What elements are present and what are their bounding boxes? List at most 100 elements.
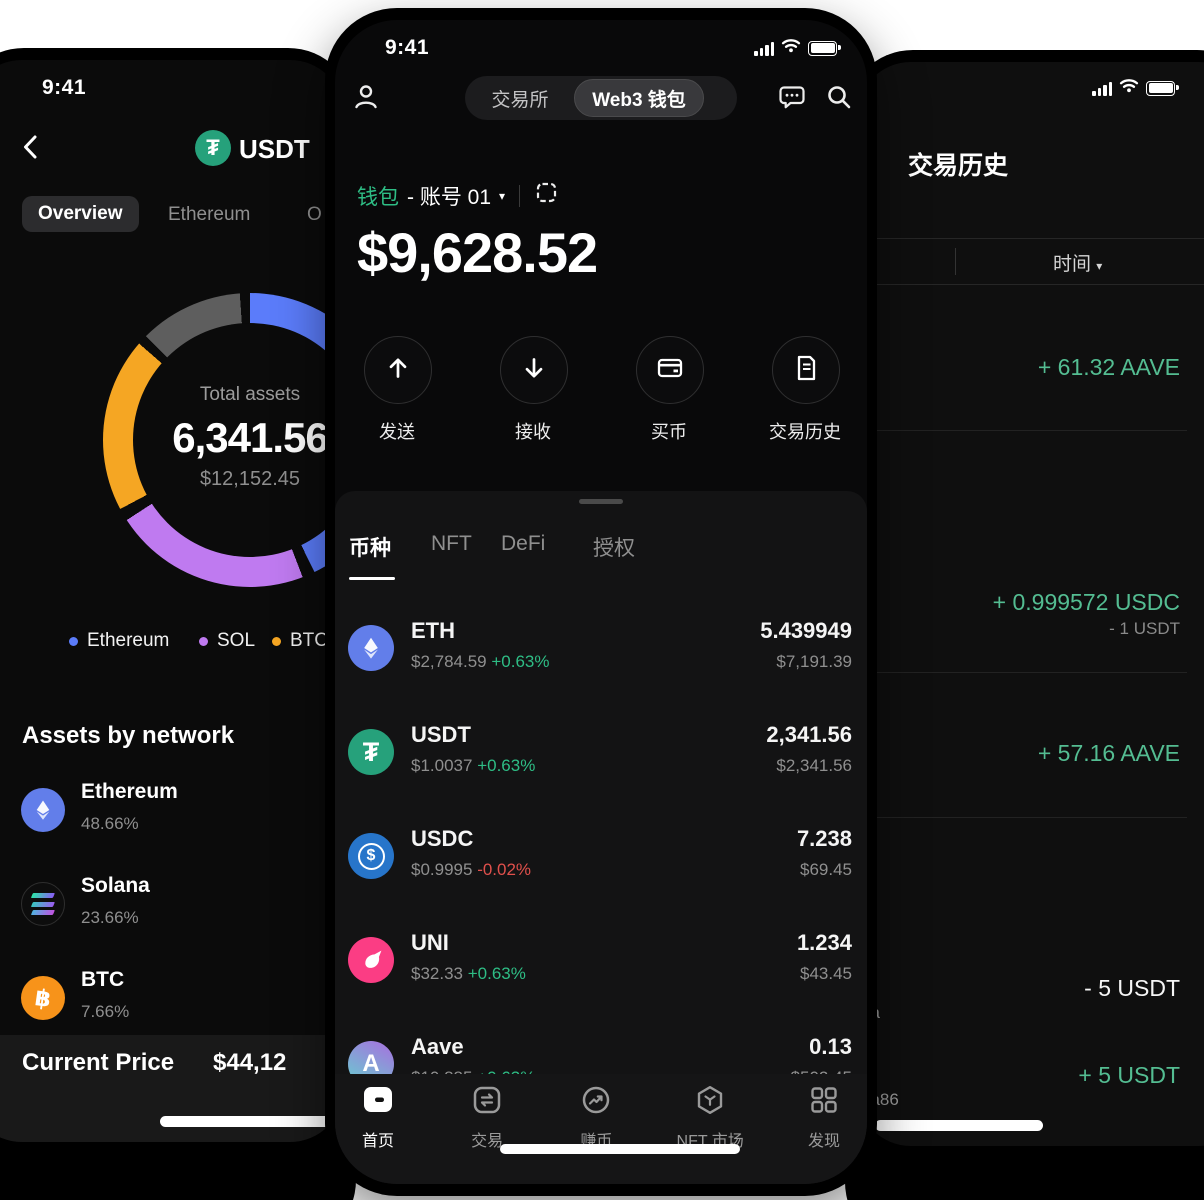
tab-partial[interactable]: O: [307, 204, 322, 225]
token-value: $7,191.39: [776, 652, 852, 671]
tab-nft[interactable]: NFT: [431, 532, 472, 555]
segmented-control: 交易所 Web3 钱包: [465, 76, 737, 120]
status-cluster: [754, 38, 841, 58]
legend-dot-sol: [199, 636, 208, 646]
home-indicator: [500, 1144, 740, 1154]
tx-amount[interactable]: + 61.32 AAVE: [1037, 354, 1180, 380]
token-value: $69.45: [800, 860, 852, 879]
home-indicator: [875, 1120, 1043, 1131]
nav-label: 首页: [361, 1133, 394, 1150]
tx-amount[interactable]: + 5 USDT: [1078, 1062, 1180, 1088]
token-symbol: ETH: [411, 618, 455, 643]
tab-coins[interactable]: 币种: [349, 537, 391, 560]
tab-ethereum[interactable]: Ethereum: [168, 204, 251, 225]
back-button[interactable]: [16, 132, 46, 167]
signal-icon: [1092, 81, 1112, 96]
nav-label: 发现: [807, 1133, 840, 1150]
solana-icon: [21, 882, 65, 926]
token-change: +0.63%: [477, 756, 536, 775]
filter-time-label: 时间: [1053, 254, 1092, 275]
profile-button[interactable]: [351, 82, 381, 117]
legend-ethereum: Ethereum: [69, 630, 169, 652]
page-title: USDT: [239, 134, 310, 164]
network-row-ethereum[interactable]: Ethereum 48.66%: [0, 770, 344, 854]
history-label: 交易历史: [769, 422, 841, 442]
token-price: $1.0037: [411, 756, 473, 775]
section-heading: Assets by network: [22, 722, 235, 749]
drag-handle[interactable]: [579, 499, 623, 504]
token-row-uni[interactable]: UNI $32.33 +0.63% 1.234 $43.45: [335, 908, 867, 1012]
card-icon: [655, 353, 685, 388]
nav-discover[interactable]: 发现: [795, 1084, 853, 1184]
buy-crypto-button[interactable]: [636, 336, 704, 404]
document-icon: [791, 353, 821, 388]
nav-earn[interactable]: 赚币: [567, 1084, 625, 1184]
nav-home[interactable]: 首页: [349, 1084, 407, 1184]
history-button[interactable]: [772, 336, 840, 404]
send-button[interactable]: [364, 336, 432, 404]
network-row-solana[interactable]: Solana 23.66%: [0, 864, 344, 948]
battery-icon: [808, 40, 841, 56]
network-row-btc[interactable]: ฿ BTC 7.66%: [0, 958, 344, 1042]
back-chevron-icon: [16, 135, 46, 166]
scan-icon[interactable]: [534, 180, 559, 211]
segment-exchange[interactable]: 交易所: [491, 89, 549, 111]
chevron-down-icon: ▾: [499, 188, 506, 203]
wallet-account-row[interactable]: 钱包 - 账号 01 ▾: [357, 180, 559, 211]
legend-label-btc: BTC: [290, 630, 328, 651]
tx-amount[interactable]: + 0.999572 USDC: [992, 589, 1180, 615]
nav-label: 交易: [471, 1133, 504, 1150]
tab-approvals[interactable]: 授权: [593, 537, 635, 560]
tx-divider: [873, 672, 1187, 673]
network-name: BTC: [81, 968, 125, 991]
chat-icon: [777, 86, 807, 116]
earn-icon: [580, 1084, 612, 1121]
history-title: 交易历史: [908, 152, 1009, 180]
donut-fiat: $12,152.45: [199, 468, 301, 490]
home-icon: [361, 1084, 395, 1121]
chevron-down-icon: ▾: [1096, 259, 1103, 273]
token-row-usdc[interactable]: $ USDC $0.9995 -0.02% 7.238 $69.45: [335, 804, 867, 908]
left-phone-frame: 9:41 ₮ USDT Overview Ethereum O Total as…: [0, 48, 356, 1200]
nft-hexagon-icon: [694, 1084, 726, 1121]
tab-defi[interactable]: DeFi: [501, 532, 546, 555]
token-row-eth[interactable]: ETH $2,784.59 +0.63% 5.439949 $7,191.39: [335, 596, 867, 700]
tab-overview[interactable]: Overview: [22, 196, 139, 232]
token-row-aave[interactable]: A Aave $10.885 +0.63% 0.13 $502.45: [335, 1012, 867, 1116]
token-value: $43.45: [800, 964, 852, 983]
tx-amount[interactable]: + 57.16 AAVE: [1037, 740, 1180, 766]
tab-underline: [349, 577, 395, 580]
receive-button[interactable]: [500, 336, 568, 404]
token-symbol: UNI: [411, 930, 449, 955]
search-button[interactable]: [824, 82, 854, 117]
token-price: $2,784.59: [411, 652, 487, 671]
center-phone-screen: 9:41 交易所 Web3 钱包: [335, 20, 867, 1184]
token-change: +0.63%: [467, 964, 526, 983]
trade-icon: [471, 1084, 503, 1121]
nav-nft-market[interactable]: NFT 市场: [677, 1084, 744, 1184]
token-symbol: Aave: [411, 1034, 464, 1059]
wallet-label: 钱包: [357, 185, 399, 209]
filter-time[interactable]: 时间 ▾: [1053, 249, 1102, 276]
network-pct: 7.66%: [81, 1002, 130, 1021]
segment-web3-wallet[interactable]: Web3 钱包: [574, 79, 704, 117]
tx-amount[interactable]: - 5 USDT: [1084, 975, 1180, 1001]
token-row-usdt[interactable]: ₮ USDT $1.0037 +0.63% 2,341.56 $2,341.56: [335, 700, 867, 804]
send-label: 发送: [379, 422, 415, 442]
total-balance: $9,628.52: [357, 221, 598, 284]
right-phone-screen: 交易历史 ▾ 时间 ▾ + 61.32 AAVE C + 0.999572 US…: [857, 62, 1204, 1146]
current-price-label: Current Price: [22, 1049, 175, 1076]
legend-sol: SOL: [199, 630, 255, 652]
signal-icon: [754, 41, 774, 56]
nav-trade[interactable]: 交易: [458, 1084, 516, 1184]
filter-bar: ▾ 时间 ▾: [857, 238, 1204, 285]
legend-label-ethereum: Ethereum: [87, 630, 170, 651]
chat-button[interactable]: [777, 82, 807, 117]
btc-icon: ฿: [21, 976, 65, 1020]
buy-label: 买币: [651, 422, 687, 442]
assets-sheet: [335, 491, 867, 1184]
token-price: $32.33: [411, 964, 463, 983]
network-name: Solana: [81, 874, 150, 897]
token-value: $2,341.56: [776, 756, 852, 775]
